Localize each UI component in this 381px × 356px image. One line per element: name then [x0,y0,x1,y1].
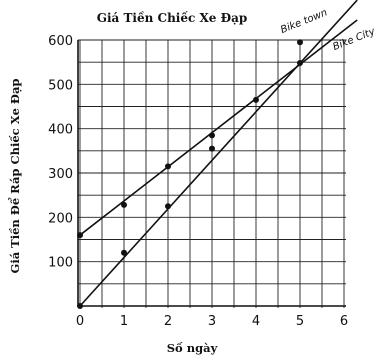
x-tick-label: 0 [76,314,84,329]
y-tick-label: 200 [48,211,73,226]
x-tick-label: 6 [340,314,348,329]
x-tick-label: 1 [120,314,128,329]
data-point [121,201,127,208]
data-point [253,96,259,103]
data-point [77,303,83,309]
x-tick-label: 3 [208,314,216,329]
data-point [121,249,127,256]
x-tick-label: 4 [252,314,260,329]
series-label: Bike town [279,7,329,36]
x-axis-label: Số ngày [167,341,218,355]
y-tick-label: 100 [48,256,73,271]
data-point [297,39,303,46]
series-label: Bike City [331,26,377,53]
axes [77,40,346,307]
series-line [79,19,358,236]
data-point [77,232,83,239]
series-bike-town: Bike town [77,0,358,309]
data-point [209,132,215,139]
x-tick-label: 5 [296,314,304,329]
x-tick-labels: 0 1 2 3 4 5 6 [76,314,348,329]
data-point [209,145,215,152]
y-tick-label: 500 [48,78,73,93]
series-line [79,0,358,307]
y-tick-label: 400 [48,123,73,138]
y-tick-label: 300 [48,167,73,182]
x-tick-label: 2 [164,314,172,329]
data-point [165,163,171,170]
y-axis-label: Giá Tiền Để Ráp Chiếc Xe Đạp [8,79,22,274]
y-tick-label: 600 [48,34,73,49]
data-point [297,60,303,67]
y-tick-labels: 100 200 300 400 500 600 [48,34,73,271]
chart-title: Giá Tiền Chiếc Xe Đạp [97,10,248,25]
data-point [165,203,171,210]
grid [78,39,346,308]
